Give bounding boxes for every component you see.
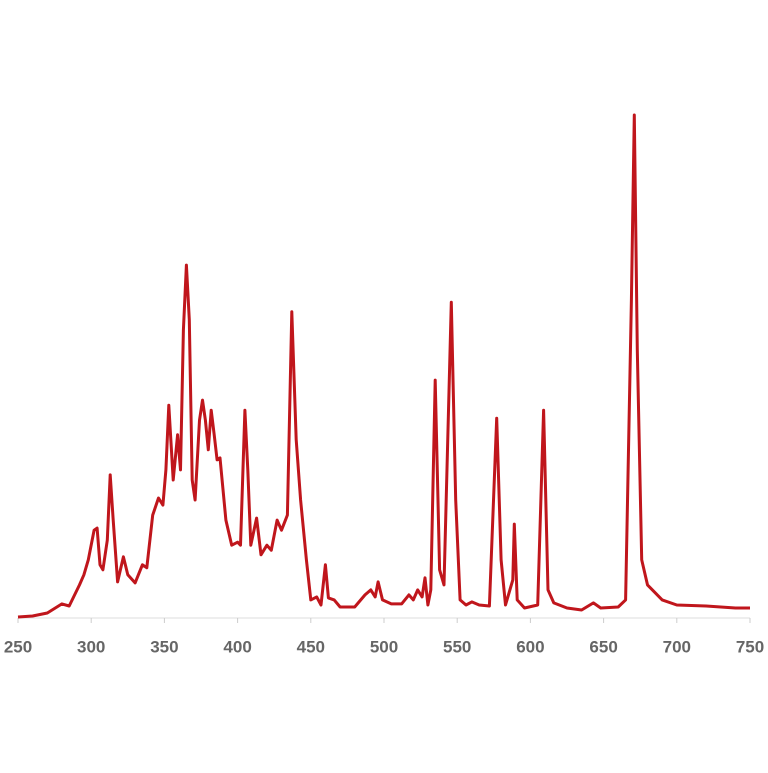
x-tick-label: 350 — [150, 637, 178, 656]
x-tick-label: 500 — [370, 637, 398, 656]
x-tick-label: 750 — [736, 637, 764, 656]
x-tick-label: 550 — [443, 637, 471, 656]
x-tick-label: 300 — [77, 637, 105, 656]
x-tick-label: 250 — [4, 637, 32, 656]
x-tick-label: 600 — [516, 637, 544, 656]
x-tick-label: 400 — [223, 637, 251, 656]
spectrum-line — [17, 113, 750, 619]
x-tick-label: 700 — [663, 637, 691, 656]
x-tick-label: 650 — [589, 637, 617, 656]
x-tick-label: 450 — [297, 637, 325, 656]
